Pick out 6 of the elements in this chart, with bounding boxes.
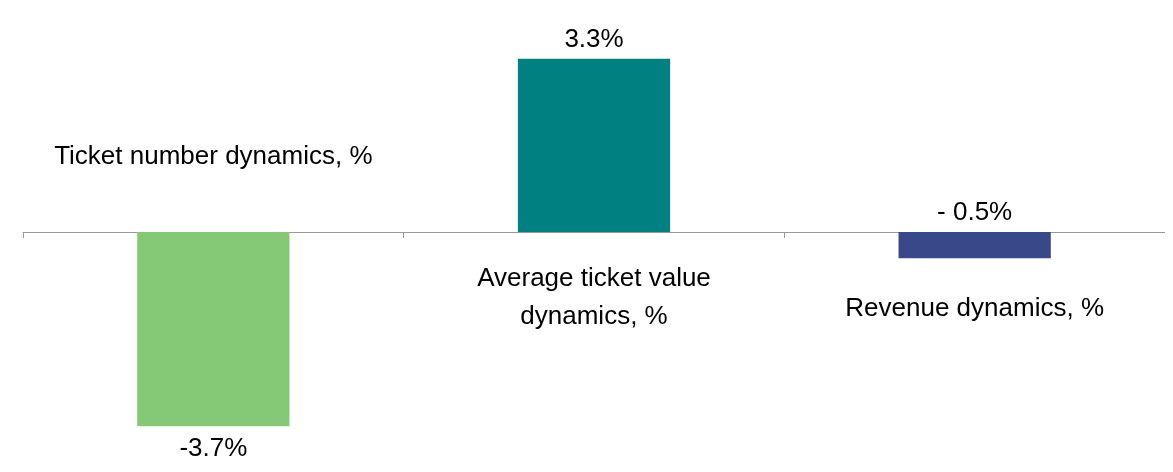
x-tick-label: Revenue dynamics, %	[845, 292, 1105, 323]
data-label: - 0.5%	[937, 196, 1013, 226]
x-tick-label: Average ticket value dynamics, %	[477, 262, 711, 330]
data-label: 3.3%	[564, 22, 624, 53]
data-label: -3.7%	[179, 432, 248, 463]
x-tick-label: Ticket number dynamics, %	[54, 140, 373, 170]
